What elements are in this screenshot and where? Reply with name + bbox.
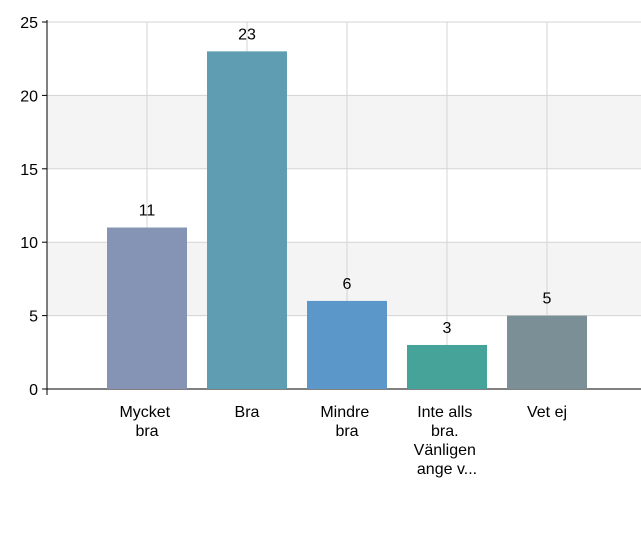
bar	[307, 300, 387, 389]
value-label: 5	[543, 291, 552, 308]
y-tick-label: 5	[29, 309, 38, 326]
y-tick-label: 25	[20, 15, 38, 32]
y-tick-label: 15	[20, 162, 38, 179]
bar	[407, 344, 487, 389]
value-label: 3	[443, 320, 452, 337]
bar	[507, 315, 587, 389]
value-label: 11	[139, 203, 156, 220]
x-tick-label: Inte alls bra. Vänligen ange v...	[414, 404, 481, 478]
x-tick-label: Mycket bra	[119, 404, 174, 440]
y-tick-label: 20	[20, 88, 38, 105]
x-tick-label: Mindre bra	[320, 404, 373, 440]
value-label: 6	[343, 276, 352, 293]
x-tick-label: Bra	[235, 404, 260, 421]
y-tick-label: 0	[29, 382, 38, 399]
value-label: 23	[238, 26, 256, 43]
x-tick-label: Vet ej	[527, 404, 567, 421]
grid-band	[47, 95, 641, 169]
bar	[107, 227, 187, 389]
y-tick-label: 10	[20, 235, 38, 252]
bar	[207, 51, 287, 390]
